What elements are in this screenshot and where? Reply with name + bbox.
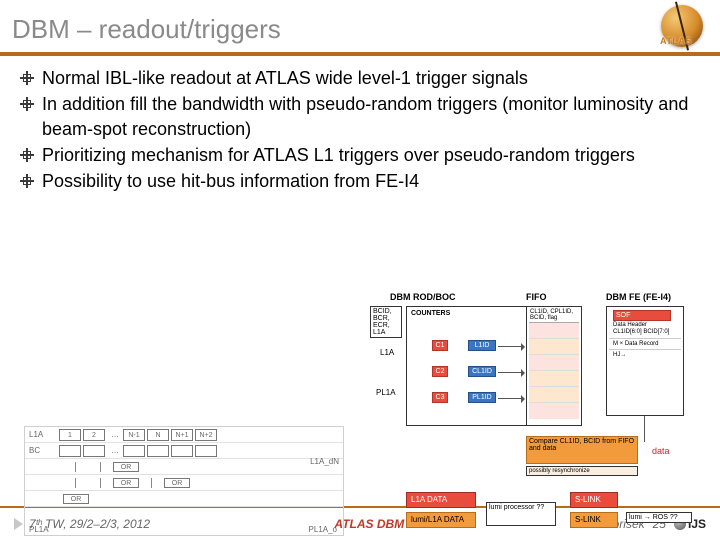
slide: DBM – readout/triggers ATLAS Normal IBL-…: [0, 0, 720, 540]
bullet-text: Normal IBL-like readout at ATLAS wide le…: [42, 68, 528, 88]
bullet-item: Prioritizing mechanism for ATLAS L1 trig…: [20, 143, 700, 167]
timing-cell: N-1: [123, 429, 145, 441]
timing-bottom-left-label: PL1A: [29, 525, 49, 534]
bullet-item: Normal IBL-like readout at ATLAS wide le…: [20, 66, 700, 90]
wide-arrow: lumi/L1A DATA: [406, 512, 476, 528]
fe-head: Data Header CL1ID[6:0] BCID[7:0]: [609, 319, 681, 338]
bd-left-label: L1A: [380, 348, 394, 357]
bullet-text: Possibility to use hit-bus information f…: [42, 171, 419, 191]
timing-cell: N: [147, 429, 169, 441]
bullet-icon: [20, 71, 34, 85]
timing-bottom-right-label: PL1A_o: [309, 525, 337, 534]
slink-arrow: S-LINK: [570, 512, 618, 528]
compare-box: Compare CL1ID, BCID from FIFO and data: [526, 436, 638, 464]
timing-cell: [147, 445, 169, 457]
timing-cell: [123, 445, 145, 457]
timing-row-label: BC: [25, 446, 59, 455]
atlas-logo-label: ATLAS: [660, 36, 692, 46]
timing-cell: [59, 445, 81, 457]
bullet-text: Prioritizing mechanism for ATLAS L1 trig…: [42, 145, 635, 165]
timing-side-label: L1A_dN: [310, 457, 339, 466]
or-gate: OR: [164, 478, 190, 488]
counter-box: C3: [432, 392, 448, 403]
timing-diagram: L1A 1 2 … N-1 N N+1 N+2 BC …: [24, 426, 344, 536]
slink-arrow: S-LINK: [570, 492, 618, 508]
counter-label: L1ID: [468, 340, 496, 351]
counter-box: C2: [432, 366, 448, 377]
or-line: OR: [25, 459, 343, 475]
bullet-item: In addition fill the bandwidth with pseu…: [20, 92, 700, 141]
bullet-item: Possibility to use hit-bus information f…: [20, 169, 700, 193]
bullet-list: Normal IBL-like readout at ATLAS wide le…: [20, 66, 700, 193]
timing-cell: 1: [59, 429, 81, 441]
timing-cell: [83, 445, 105, 457]
wire: [498, 346, 524, 347]
counter-label: PL1ID: [468, 392, 496, 403]
bd-col-title: DBM ROD/BOC: [390, 292, 456, 302]
fifo-head: CL1ID, CPL1ID, BCID, flag: [529, 308, 579, 323]
ellipsis: …: [107, 446, 123, 455]
fifo-box: CL1ID, CPL1ID, BCID, flag: [526, 306, 582, 426]
counter-label: CL1ID: [468, 366, 496, 377]
wire: [498, 372, 524, 373]
data-arrow-label: data: [652, 446, 670, 456]
resync-box: possibly resynchronize: [526, 466, 638, 476]
fe-sof: SOF: [613, 310, 671, 321]
bd-left-label: PL1A: [376, 388, 396, 397]
bullet-icon: [20, 97, 34, 111]
fe-box: SOF Data Header CL1ID[6:0] BCID[7:0] M ×…: [606, 306, 684, 416]
lumi-ros: lumi → ROS ??: [626, 512, 692, 523]
bd-left-inputs: BCID, BCR, ECR, L1A: [370, 306, 402, 338]
timing-cell: N+1: [171, 429, 193, 441]
timing-cell: N+2: [195, 429, 217, 441]
wire: [644, 416, 645, 442]
timing-cell: 2: [83, 429, 105, 441]
timing-cell: [195, 445, 217, 457]
timing-cell: [171, 445, 193, 457]
bullet-text: In addition fill the bandwidth with pseu…: [42, 94, 688, 138]
timing-row-label: L1A: [25, 430, 59, 439]
wide-arrow: L1A DATA: [406, 492, 476, 508]
or-line: OR OR: [25, 475, 343, 491]
or-gate: OR: [113, 462, 139, 472]
fe-hj: HJ→: [609, 350, 681, 360]
lumi-proc: lumi processor ??: [486, 502, 556, 526]
timing-row: L1A 1 2 … N-1 N N+1 N+2: [25, 427, 343, 443]
diagram-zone: L1A 1 2 … N-1 N N+1 N+2 BC …: [24, 296, 696, 494]
slide-header: DBM – readout/triggers ATLAS: [0, 0, 720, 56]
ellipsis: …: [107, 430, 123, 439]
atlas-logo: ATLAS: [658, 2, 706, 50]
block-diagram: DBM ROD/BOC FIFO DBM FE (FE-I4) BCID, BC…: [376, 296, 696, 536]
counter-box: C1: [432, 340, 448, 351]
slide-body: Normal IBL-like readout at ATLAS wide le…: [0, 56, 720, 506]
bullet-icon: [20, 174, 34, 188]
bd-col-title: FIFO: [526, 292, 547, 302]
wire: [498, 398, 524, 399]
timing-row: BC …: [25, 443, 343, 459]
bd-col-title: DBM FE (FE-I4): [606, 292, 671, 302]
or-line: OR: [25, 491, 343, 507]
slide-title: DBM – readout/triggers: [12, 14, 281, 45]
or-gate: OR: [113, 478, 139, 488]
triangle-icon: [14, 518, 23, 530]
fe-mid: M × Data Record: [609, 338, 681, 350]
or-gate: OR: [63, 494, 89, 504]
bullet-icon: [20, 148, 34, 162]
